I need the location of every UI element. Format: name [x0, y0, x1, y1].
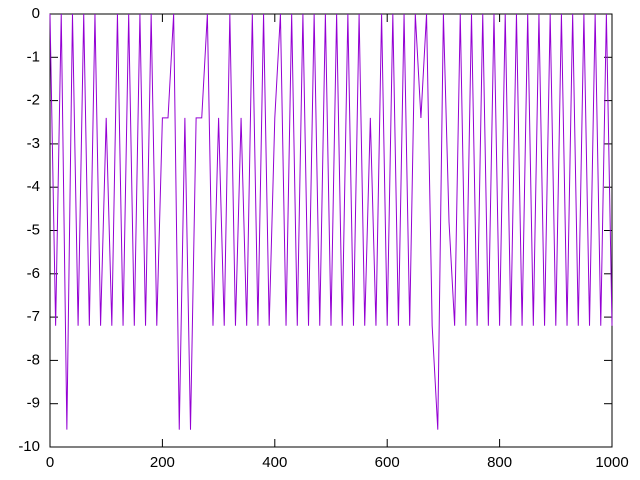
- x-tick-label: 400: [262, 454, 287, 471]
- y-tick-label: -9: [27, 395, 40, 412]
- x-tick-label: 600: [375, 454, 400, 471]
- y-tick-label: -1: [27, 48, 40, 65]
- y-tick-label: -6: [27, 265, 40, 282]
- plot-border: [49, 13, 613, 448]
- y-tick-label: -7: [27, 308, 40, 325]
- x-tick-label: 800: [487, 454, 512, 471]
- y-tick-label: -3: [27, 135, 40, 152]
- y-tick-label: -10: [18, 438, 40, 455]
- y-tick-label: 0: [32, 5, 40, 22]
- data-line: [49, 13, 613, 430]
- y-tick-label: -2: [27, 92, 40, 109]
- y-tick-label: -4: [27, 178, 40, 195]
- x-tick-label: 200: [150, 454, 175, 471]
- y-tick-label: -5: [27, 221, 40, 238]
- x-tick-label: 1000: [595, 454, 628, 471]
- x-tick-label: 0: [46, 454, 54, 471]
- y-tick-label: -8: [27, 351, 40, 368]
